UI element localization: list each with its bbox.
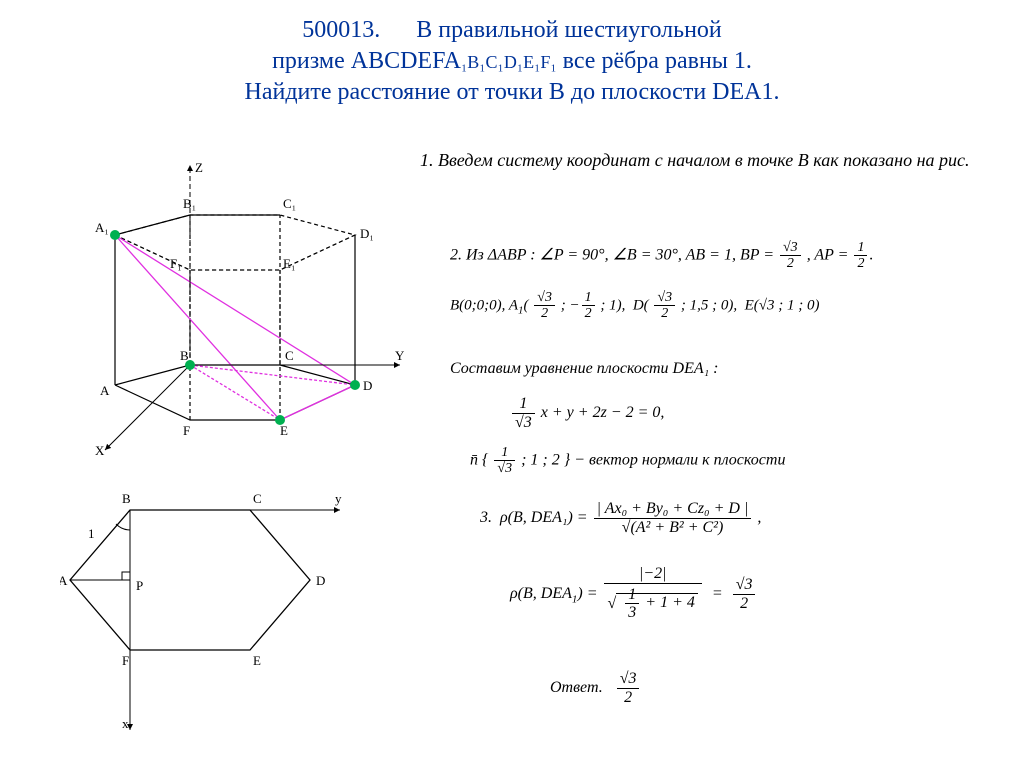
lbl-Y: Y bbox=[395, 348, 405, 363]
title-line3: Найдите расстояние от точки B до плоскос… bbox=[244, 79, 779, 105]
ans-label: Ответ. bbox=[550, 679, 603, 696]
ans-den: 2 bbox=[617, 689, 640, 707]
lbl2-one: 1 bbox=[88, 526, 95, 541]
problem-number: 500013. bbox=[302, 17, 380, 43]
lbl-E: E bbox=[280, 423, 288, 438]
lbl-E1: E₁ bbox=[283, 256, 295, 271]
lbl2-E: E bbox=[253, 653, 261, 668]
lbl2-B: B bbox=[122, 491, 131, 506]
lbl-A1: A₁ bbox=[95, 220, 109, 235]
ap-den: 2 bbox=[854, 256, 867, 271]
plane-eq: 1√3 x + y + 2z − 2 = 0, bbox=[510, 395, 1024, 431]
lbl-C: C bbox=[285, 348, 294, 363]
normal-vec: n̄ { 1√3 ; 1 ; 2 } − вектор нормали к пл… bbox=[470, 445, 1024, 477]
ap-num: 1 bbox=[854, 240, 867, 256]
cdn: 1 bbox=[625, 586, 639, 605]
rn: √3 bbox=[733, 576, 756, 595]
bp-num: √3 bbox=[780, 240, 801, 256]
step2-intro: 2. Из ΔABP : ∠P = 90°, ∠B = 30°, AB = 1,… bbox=[450, 247, 778, 264]
lbl-F1: F₁ bbox=[170, 256, 182, 271]
answer: Ответ. √3 2 bbox=[550, 670, 1024, 706]
step1-text: 1. Введем систему координат с началом в … bbox=[420, 150, 1000, 171]
pe-den: √3 bbox=[512, 414, 535, 432]
lbl-D1: D₁ bbox=[360, 226, 374, 241]
rd: 2 bbox=[733, 595, 756, 613]
nv-pre: n̄ { bbox=[470, 452, 492, 469]
lbl2-x: x bbox=[122, 716, 129, 731]
cdr: + 1 + 4 bbox=[645, 594, 695, 611]
lbl2-y: y bbox=[335, 491, 342, 506]
lbl2-A: A bbox=[60, 573, 68, 588]
title-subs: ₁B₁C₁D₁E₁F₁ bbox=[461, 52, 557, 72]
lbl-X: X bbox=[95, 443, 105, 458]
lbl-B: B bbox=[180, 348, 189, 363]
title-line1: В правильной шестиугольной bbox=[416, 17, 722, 43]
problem-title: 500013. В правильной шестиугольной призм… bbox=[0, 0, 1024, 114]
lbl-Z: Z bbox=[195, 160, 203, 175]
lbl2-D: D bbox=[316, 573, 325, 588]
hexagon-2d-diagram: B C D E F A P 1 y x bbox=[60, 470, 360, 750]
ans-num: √3 bbox=[617, 670, 640, 689]
cdd: 3 bbox=[625, 604, 639, 622]
bp-den: 2 bbox=[780, 256, 801, 271]
lbl-F: F bbox=[183, 423, 190, 438]
step3-calc: ρ(B, DEA1) = |−2| √ 13 + 1 + 4 = √3 2 bbox=[510, 565, 1024, 624]
title-line2a: призме ABCDEFA bbox=[272, 48, 461, 74]
s3-fden: √(A² + B² + C²) bbox=[594, 519, 752, 537]
prism-3d-diagram: A B C D E F A₁ B₁ C₁ D₁ E₁ F₁ Z Y X bbox=[55, 160, 415, 460]
lbl2-F: F bbox=[122, 653, 129, 668]
pe-num: 1 bbox=[512, 395, 535, 414]
ap-pre: , AP = bbox=[807, 247, 853, 264]
step3-formula: 3. ρ(B, DEA₁) = | Ax₀ + By₀ + Cz₀ + D | … bbox=[480, 500, 1024, 536]
lbl-A: A bbox=[100, 383, 110, 398]
lbl-B1: B₁ bbox=[183, 196, 196, 211]
lbl-D: D bbox=[363, 378, 372, 393]
s3-fnum: | Ax₀ + By₀ + Cz₀ + D | bbox=[594, 500, 752, 519]
nv-rest: ; 1 ; 2 } − вектор нормали к плоскости bbox=[521, 452, 785, 469]
pe-rest: x + y + 2z − 2 = 0, bbox=[541, 404, 665, 421]
s3-cnum: |−2| bbox=[604, 565, 702, 584]
title-line2b: все рёбра равны 1. bbox=[557, 48, 752, 74]
s3-lhs: ρ(B, DEA₁) = bbox=[500, 509, 592, 526]
lbl2-C: C bbox=[253, 491, 262, 506]
lbl-C1: C₁ bbox=[283, 196, 296, 211]
plane-intro: Составим уравнение плоскости DEA₁ : bbox=[450, 360, 1010, 378]
step2-coords: B(0;0;0), A1( √32 ; −12 ; 1), D( √32 ; 1… bbox=[450, 290, 1010, 322]
s3-label: 3. bbox=[480, 509, 492, 526]
step2-line: 2. Из ΔABP : ∠P = 90°, ∠B = 30°, AB = 1,… bbox=[450, 240, 1010, 272]
lbl2-P: P bbox=[136, 578, 143, 593]
